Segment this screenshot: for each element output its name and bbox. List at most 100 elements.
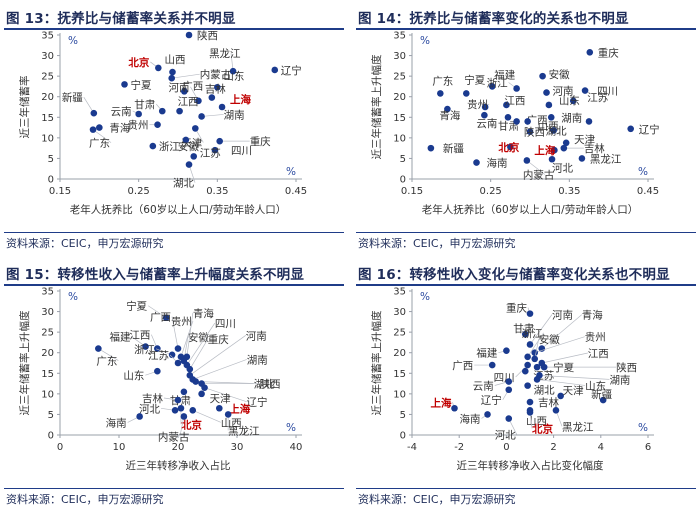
point-label: 重庆: [598, 46, 619, 59]
point-label: 湖南: [224, 108, 245, 121]
data-point: [224, 411, 232, 418]
data-point: [513, 85, 520, 92]
point-label: 山东: [123, 369, 144, 382]
x-axis-label: 近三年转移净收入占比变化幅度: [457, 459, 604, 472]
source-note: 资料来源：CEIC，申万宏源研究: [358, 493, 516, 506]
y-axis-label: 近三年储蓄率上升幅度: [370, 310, 383, 415]
point-label: 黑龙江: [209, 47, 241, 60]
point-label: 浙江: [159, 141, 180, 153]
scatter-plot: 0 5 10 15 20 25 30 35 0.15 0.25 0.35 0.45%% 老年人抚养比（6…: [18, 29, 307, 216]
data-point: [168, 74, 176, 82]
data-point: [192, 125, 199, 132]
data-point: [539, 72, 546, 80]
data-point: [195, 97, 202, 105]
data-point: [505, 378, 513, 385]
y-tick-label: 10: [393, 133, 406, 144]
source-bar: 资料来源：CEIC，申万宏源研究: [4, 488, 344, 507]
point-label: 海南: [460, 412, 481, 425]
data-point: [524, 118, 531, 125]
chart-title: 图 15：转移性收入与储蓄率上升幅度关系不明显: [6, 267, 305, 283]
point-label: 河北: [495, 430, 516, 442]
x-unit-label: %: [638, 166, 648, 178]
x-tick-label: 0: [57, 442, 63, 453]
data-point: [189, 407, 197, 414]
data-point: [524, 382, 531, 389]
data-point: [550, 127, 557, 134]
point-label: 河南: [246, 329, 267, 342]
point-label: 湖北: [546, 125, 568, 137]
data-point: [444, 105, 451, 113]
source-note: 资料来源：CEIC，申万宏源研究: [6, 237, 164, 250]
data-point: [552, 407, 560, 414]
data-point: [524, 353, 531, 361]
data-point: [521, 367, 529, 375]
point-label: 湖北: [534, 385, 555, 397]
point-label: 广西: [527, 114, 548, 126]
x-axis-label: 近三年转移净收入占比: [126, 459, 231, 472]
point-label: 安徽: [539, 333, 561, 346]
point-label: 江西: [178, 96, 199, 108]
point-label: 青海: [582, 309, 603, 322]
point-label: 江西: [588, 348, 609, 360]
point-label: 宁夏: [553, 361, 574, 374]
point-label: 贵州: [585, 331, 606, 344]
data-point: [473, 159, 480, 166]
data-point: [90, 109, 98, 117]
data-point: [177, 404, 185, 412]
data-point: [578, 155, 586, 162]
point-label: 北京: [498, 141, 519, 154]
y-tick-label: 30: [393, 307, 406, 318]
data-point: [158, 107, 166, 115]
point-label: 广西: [452, 360, 473, 372]
point-label: 云南: [473, 380, 494, 393]
data-point: [168, 351, 176, 359]
point-label: 重庆: [250, 135, 271, 148]
data-point: [185, 161, 193, 168]
leader-line: [539, 374, 610, 380]
chart-panel-13: 图 13：抚养比与储蓄率关系并不明显 0 5 10 15 20 25 30 35 0.15 0.2…: [4, 2, 344, 257]
source-note: 资料来源：CEIC，申万宏源研究: [358, 237, 516, 250]
x-tick-label: 10: [113, 442, 126, 453]
point-label: 湖北: [254, 379, 275, 391]
point-label: 内蒙古: [200, 68, 232, 81]
data-point: [183, 353, 191, 361]
data-point: [488, 83, 496, 90]
y-axis-label: 近三年储蓄率上升幅度: [370, 54, 383, 159]
leader-line: [171, 73, 200, 79]
point-label: 天津: [210, 393, 231, 405]
chart-title-bar: 图 16：转移性收入变化与储蓄率变化关系也不明显: [356, 262, 696, 286]
point-label: 吉林: [584, 142, 605, 155]
x-tick-label: 0.45: [637, 186, 659, 197]
point-label: 贵州: [467, 98, 488, 111]
data-point: [503, 347, 510, 354]
point-label: 吉林: [142, 392, 163, 405]
point-label: 上海: [430, 396, 451, 409]
point-label: 山西: [164, 54, 185, 66]
point-label: 陕西: [524, 126, 545, 139]
point-label: 宁夏: [464, 73, 485, 86]
data-point: [182, 136, 190, 144]
y-tick-label: 15: [393, 369, 406, 380]
point-label: 福建: [494, 68, 516, 81]
data-point: [599, 396, 607, 404]
chart-title: 图 14：抚养比与储蓄率变化的关系也不明显: [358, 11, 629, 27]
data-point: [201, 384, 208, 391]
data-point: [216, 404, 223, 412]
point-label: 陕西: [197, 29, 218, 42]
point-label: 贵州: [171, 315, 192, 328]
point-label: 云南: [476, 117, 497, 130]
y-unit-label: %: [68, 35, 78, 47]
chart-panel-16: 图 16：转移性收入变化与储蓄率变化关系也不明显 0 5 10 15 20 25 30 35-…: [356, 258, 696, 513]
x-axis-label: 老年人抚养比（60岁以上人口/劳动年龄人口）: [70, 203, 286, 216]
data-point: [437, 90, 444, 97]
x-tick-label: 6: [645, 442, 651, 453]
x-unit-label: %: [286, 422, 296, 434]
chart-title-bar: 图 15：转移性收入与储蓄率上升幅度关系不明显: [4, 262, 344, 286]
point-label: 安徽: [178, 140, 199, 153]
leader-line: [189, 338, 209, 370]
data-point: [229, 67, 237, 75]
point-label: 新疆: [62, 91, 83, 104]
y-tick-label: 10: [393, 389, 406, 400]
point-label: 吉林: [538, 396, 559, 409]
point-label: 甘肃: [513, 322, 534, 335]
